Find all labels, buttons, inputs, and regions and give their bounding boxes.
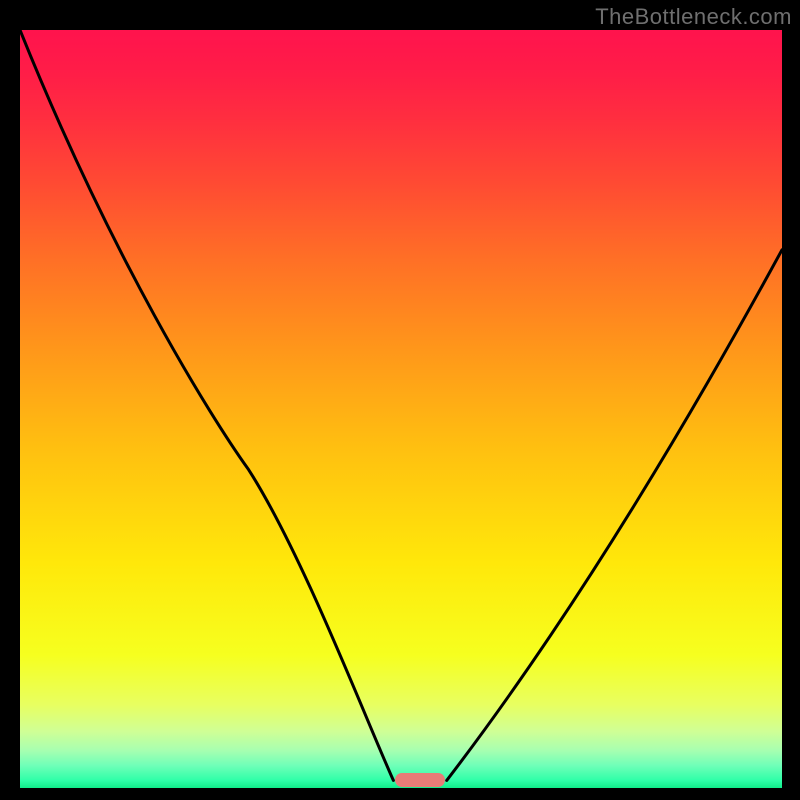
sweet-spot-pill bbox=[395, 773, 445, 787]
curve-left-branch bbox=[20, 30, 393, 780]
watermark-text: TheBottleneck.com bbox=[595, 4, 792, 30]
bottleneck-curve bbox=[20, 30, 782, 788]
chart-stage: TheBottleneck.com bbox=[0, 0, 800, 800]
curve-right-branch bbox=[447, 250, 782, 781]
plot-area bbox=[20, 30, 782, 788]
sweet-spot-marker bbox=[395, 773, 445, 787]
